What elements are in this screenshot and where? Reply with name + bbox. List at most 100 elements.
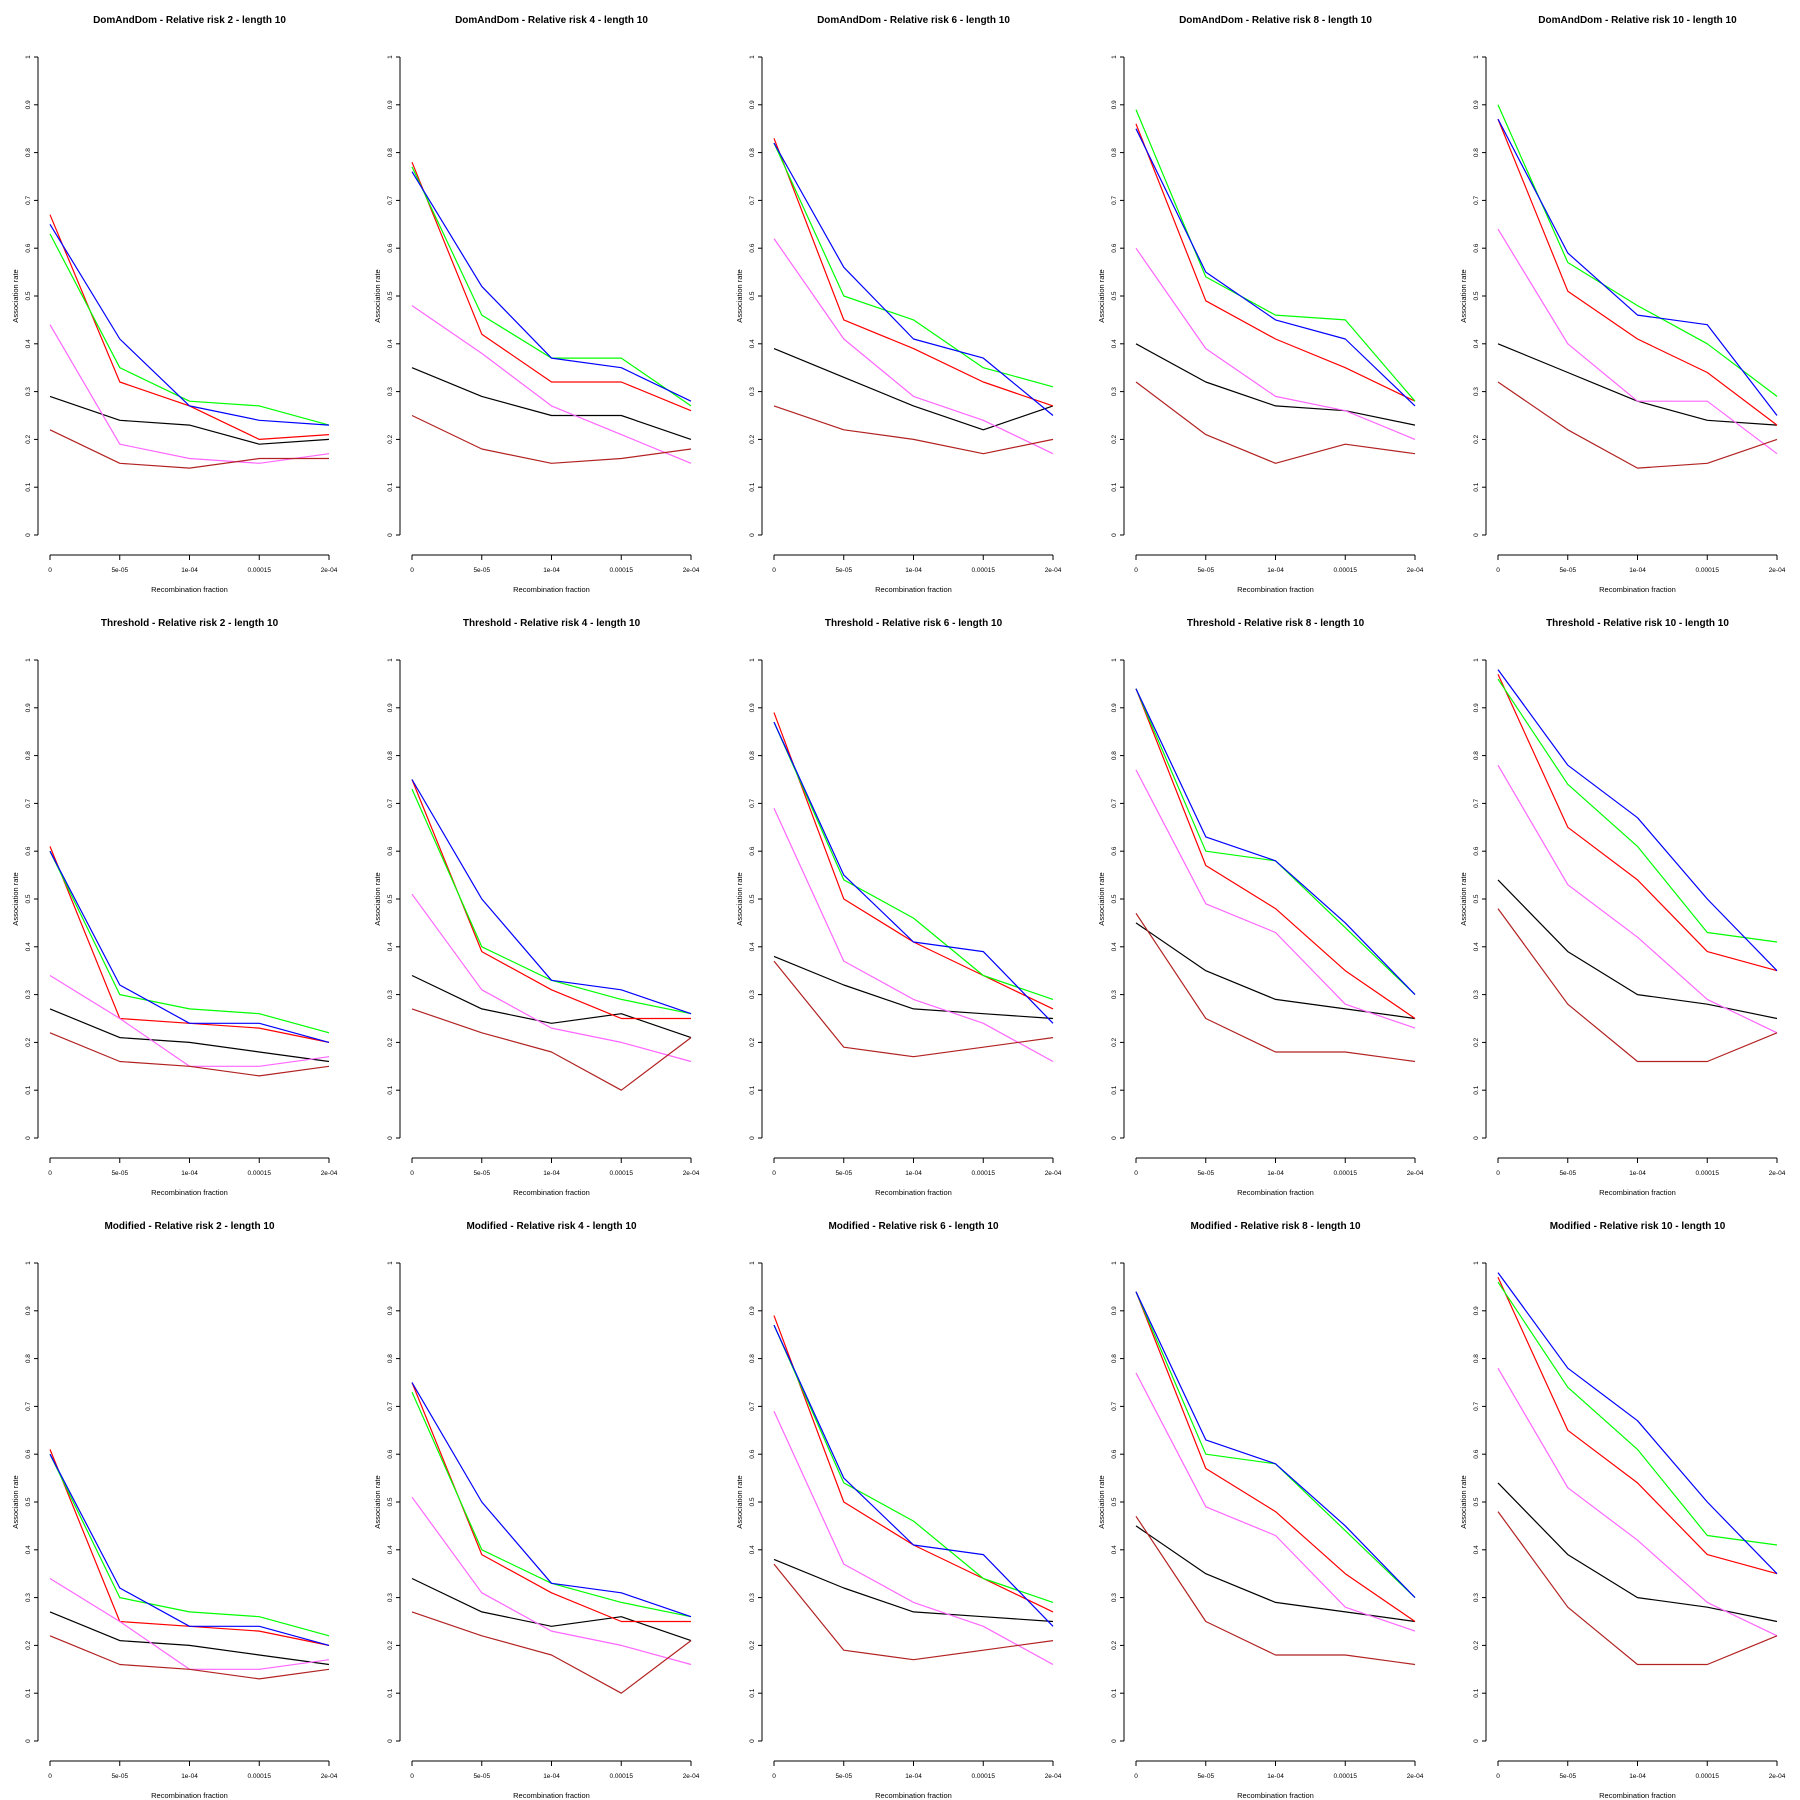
chart-title: Threshold - Relative risk 8 - length 10 [1187, 618, 1365, 629]
y-tick-label: 0.1 [387, 1085, 394, 1094]
chart-title: Modified - Relative risk 10 - length 10 [1550, 1221, 1726, 1232]
y-tick-label: 0.8 [387, 1354, 394, 1363]
y-tick-label: 0.3 [1473, 990, 1480, 999]
y-tick-label: 0.4 [1111, 339, 1118, 348]
y-tick-label: 0.2 [387, 1641, 394, 1650]
chart-title: Modified - Relative risk 8 - length 10 [1190, 1221, 1360, 1232]
series-line-red [1497, 118, 1778, 426]
y-tick-label: 0.8 [25, 1354, 32, 1363]
y-axis-label: Association rate [373, 269, 382, 322]
x-tick-label: 5e-05 [835, 567, 852, 574]
series-line-green [1135, 1291, 1416, 1599]
series-line-magenta [773, 238, 1054, 455]
x-tick-label: 1e-04 [905, 567, 922, 574]
x-tick-label: 2e-04 [1045, 1170, 1062, 1177]
y-tick-label: 0.6 [1473, 1449, 1480, 1458]
series-line-brown [1135, 381, 1416, 464]
series-line-black [49, 395, 330, 445]
x-tick-label: 0.00015 [248, 1773, 272, 1780]
y-tick-label: 0.7 [1111, 196, 1118, 205]
y-tick-label: 0.6 [25, 243, 32, 252]
y-tick-label: 0.2 [25, 435, 32, 444]
x-axis-label: Recombination fraction [875, 1188, 952, 1197]
x-tick-label: 0 [410, 1170, 414, 1177]
x-tick-label: 1e-04 [1267, 1170, 1284, 1177]
series-line-brown [411, 414, 692, 464]
series-line-brown [411, 1611, 692, 1694]
y-tick-label: 0.9 [25, 100, 32, 109]
y-tick-label: 0.4 [749, 339, 756, 348]
x-tick-label: 0 [410, 567, 414, 574]
series-line-red [411, 1382, 691, 1623]
y-tick-label: 0.1 [387, 482, 394, 491]
x-tick-label: 5e-05 [835, 1170, 852, 1177]
y-tick-label: 0.7 [749, 799, 756, 808]
series-line-black [411, 367, 692, 440]
y-tick-label: 0.1 [1111, 1688, 1118, 1697]
series-line-green [49, 233, 330, 426]
series-line-brown [1135, 912, 1416, 1063]
y-tick-label: 1 [1473, 1261, 1480, 1265]
y-axis-label: Association rate [11, 872, 20, 925]
x-tick-label: 2e-04 [1407, 567, 1424, 574]
y-tick-label: 0 [749, 1739, 756, 1743]
y-tick-label: 0.5 [387, 291, 394, 300]
chart-title: Modified - Relative risk 2 - length 10 [104, 1221, 274, 1232]
x-tick-label: 0.00015 [1334, 1170, 1358, 1177]
series-line-green [1497, 678, 1778, 943]
x-tick-label: 0 [1134, 567, 1138, 574]
y-tick-label: 0.2 [387, 435, 394, 444]
x-tick-label: 0.00015 [610, 1170, 634, 1177]
y-tick-label: 0.8 [1473, 148, 1480, 157]
series-line-red [49, 1449, 330, 1646]
y-tick-label: 0.2 [1473, 1038, 1480, 1047]
y-tick-label: 0.1 [749, 1085, 756, 1094]
y-tick-label: 0.4 [387, 942, 394, 951]
x-tick-label: 2e-04 [683, 1170, 700, 1177]
y-axis-label: Association rate [1097, 1475, 1106, 1528]
series-line-red [1497, 674, 1778, 972]
y-tick-label: 1 [749, 658, 756, 662]
y-tick-label: 0 [387, 1739, 394, 1743]
y-tick-label: 0.1 [749, 1688, 756, 1697]
y-axis-label: Association rate [11, 1475, 20, 1528]
y-tick-label: 0.6 [25, 1449, 32, 1458]
series-line-green [1497, 1281, 1778, 1546]
x-tick-label: 1e-04 [1267, 567, 1284, 574]
x-tick-label: 1e-04 [181, 1773, 198, 1780]
y-tick-label: 0 [25, 1739, 32, 1743]
y-tick-label: 1 [25, 658, 32, 662]
y-tick-label: 0.6 [749, 846, 756, 855]
x-tick-label: 2e-04 [1769, 567, 1786, 574]
chart-panel: Threshold - Relative risk 6 - length 10 0… [735, 618, 1062, 1197]
series-line-black [1135, 343, 1416, 426]
x-tick-label: 2e-04 [321, 1773, 338, 1780]
x-axis-label: Recombination fraction [875, 585, 952, 594]
y-tick-label: 0 [387, 1136, 394, 1140]
chart-panel: Modified - Relative risk 10 - length 10 0… [1459, 1221, 1786, 1800]
x-axis-label: Recombination fraction [1599, 585, 1676, 594]
y-tick-label: 0.5 [1473, 894, 1480, 903]
x-tick-label: 0 [1496, 1773, 1500, 1780]
y-tick-label: 0.7 [1111, 799, 1118, 808]
series-line-black [773, 348, 1054, 431]
series-line-brown [49, 1032, 330, 1077]
y-tick-label: 0.5 [1111, 291, 1118, 300]
x-tick-label: 0 [48, 1170, 52, 1177]
series-line-black [49, 1611, 330, 1666]
y-tick-label: 0 [1111, 533, 1118, 537]
y-tick-label: 0.4 [1473, 1545, 1480, 1554]
y-tick-label: 0.2 [1111, 1641, 1118, 1650]
y-tick-label: 0.4 [749, 1545, 756, 1554]
y-tick-label: 0.3 [387, 990, 394, 999]
x-tick-label: 2e-04 [1407, 1773, 1424, 1780]
series-line-blue [1497, 669, 1778, 972]
x-tick-label: 0 [772, 1773, 776, 1780]
y-tick-label: 1 [1111, 55, 1118, 59]
y-tick-label: 0.4 [1111, 942, 1118, 951]
series-line-magenta [411, 1496, 692, 1666]
x-axis-label: Recombination fraction [1237, 585, 1314, 594]
y-tick-label: 0.1 [1111, 1085, 1118, 1094]
series-line-brown [411, 1008, 692, 1091]
y-tick-label: 0.9 [749, 703, 756, 712]
